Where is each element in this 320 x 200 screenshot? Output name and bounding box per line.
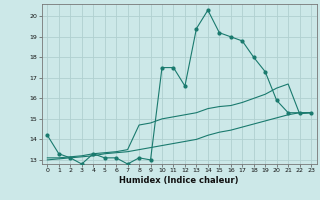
X-axis label: Humidex (Indice chaleur): Humidex (Indice chaleur): [119, 176, 239, 185]
